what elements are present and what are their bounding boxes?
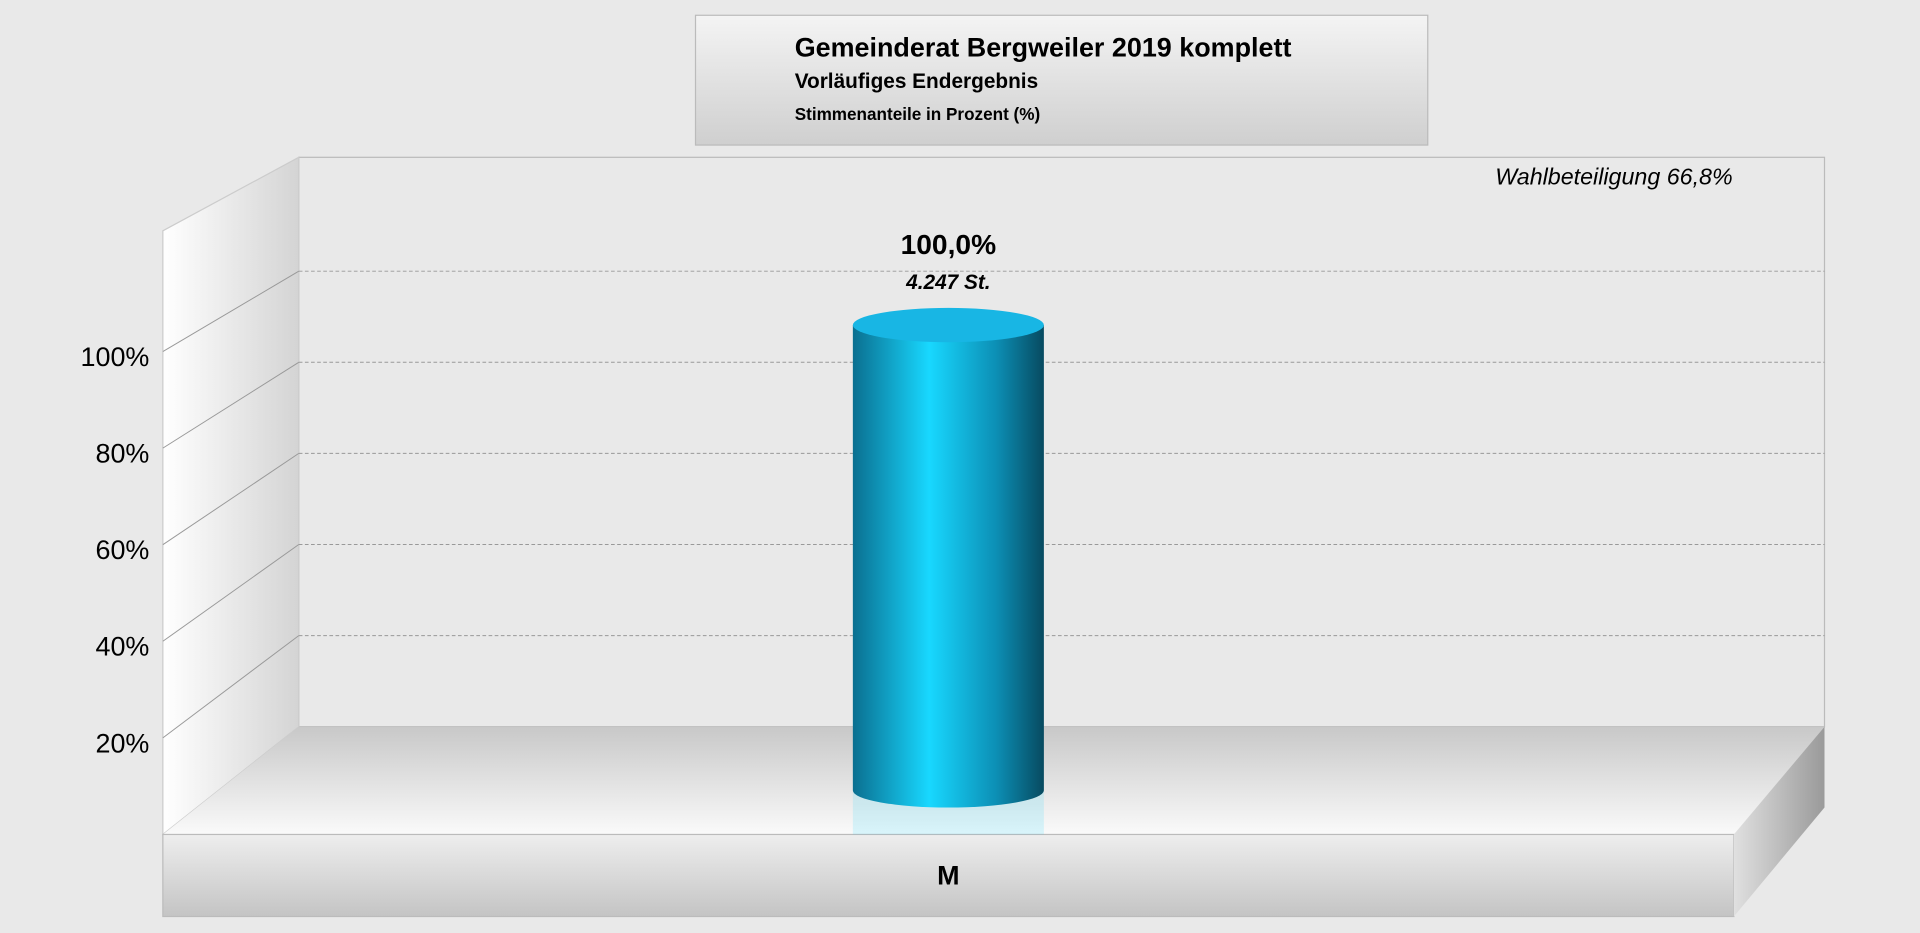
wall-grid-line — [162, 544, 300, 642]
bar — [852, 325, 1044, 808]
base-side — [1733, 726, 1825, 917]
y-tick-label: 40% — [95, 632, 149, 662]
wall-grid-line — [162, 635, 300, 739]
title-box — [694, 14, 1429, 146]
plot: 20% 40% 60% 80% 100% M 100,0% 4.247 St. — [81, 229, 1825, 890]
y-axis-label: Stimmenanteile in Prozent (%) — [795, 104, 1041, 124]
wall-grid-line — [162, 452, 300, 546]
value-label: 100,0% — [901, 229, 997, 260]
annotation: Wahlbeteiligung 66,8% — [1495, 163, 1732, 189]
left-wall — [162, 156, 300, 836]
chart-subtitle: Vorläufiges Endergebnis — [795, 70, 1038, 93]
chart-title: Gemeinderat Bergweiler 2019 komplett — [795, 33, 1292, 63]
x-tick-label: M — [937, 860, 959, 890]
bar-top — [852, 307, 1044, 343]
back-wall — [298, 156, 1826, 728]
wall-grid-line — [162, 361, 300, 449]
y-tick-label: 20% — [95, 728, 149, 758]
votes-label: 4.247 St. — [905, 271, 990, 294]
y-tick-label: 60% — [95, 535, 149, 565]
y-tick-label: 100% — [81, 342, 150, 372]
y-tick-label: 80% — [95, 439, 149, 469]
wall-grid-line — [162, 270, 300, 352]
